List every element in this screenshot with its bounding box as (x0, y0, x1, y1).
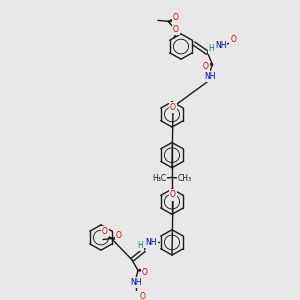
Text: O: O (142, 268, 148, 277)
Text: NH: NH (204, 72, 215, 81)
Text: O: O (231, 35, 236, 44)
Text: O: O (140, 292, 146, 300)
Text: H: H (137, 241, 143, 250)
Text: O: O (173, 25, 179, 34)
Text: O: O (173, 13, 179, 22)
Text: O: O (170, 190, 176, 200)
Text: H₃C: H₃C (152, 174, 166, 183)
Text: NH: NH (130, 278, 142, 287)
Text: CH₃: CH₃ (178, 174, 192, 183)
Text: O: O (116, 231, 122, 240)
Text: H: H (209, 44, 214, 52)
Text: NH: NH (145, 238, 157, 247)
Text: O: O (102, 227, 108, 236)
Text: NH: NH (215, 41, 226, 50)
Text: O: O (202, 62, 208, 71)
Text: O: O (170, 103, 176, 112)
